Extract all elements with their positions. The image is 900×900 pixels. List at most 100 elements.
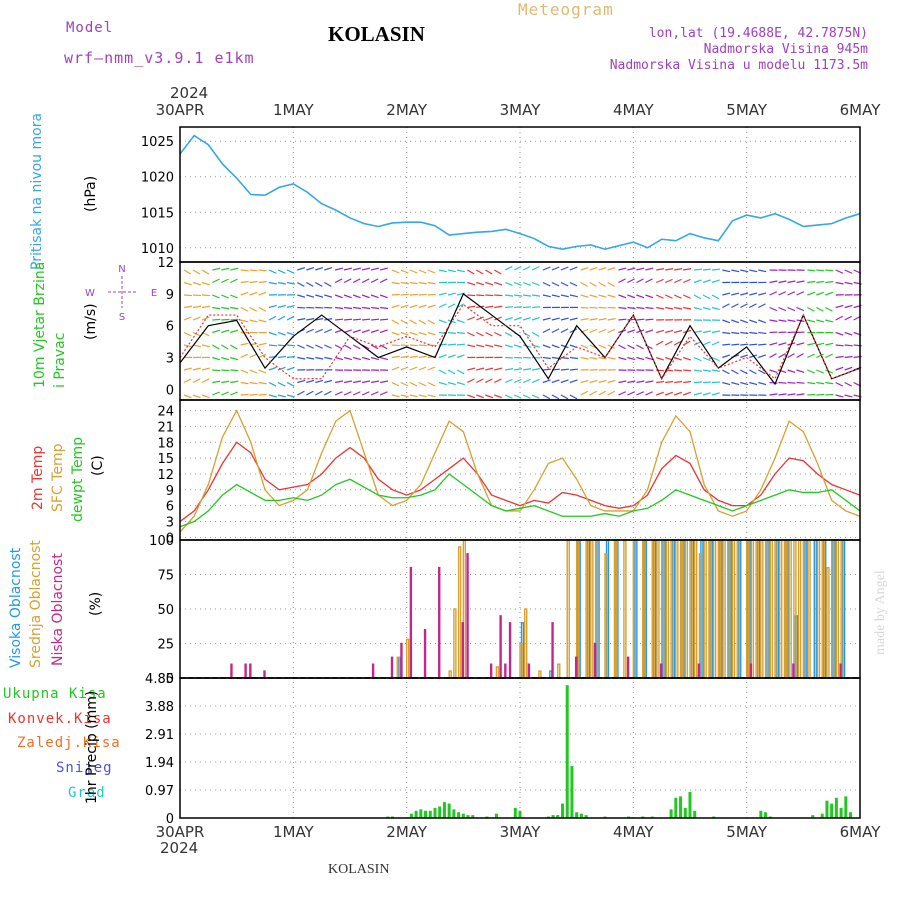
low-cloud-bar xyxy=(499,615,502,679)
wind-arrow xyxy=(844,304,853,309)
wind-arrow xyxy=(636,278,644,284)
wind-arrow xyxy=(230,278,238,284)
wind-arrow xyxy=(731,381,740,386)
wind-arrow xyxy=(844,394,853,398)
precip-bar xyxy=(419,809,423,818)
wind-arrow xyxy=(722,319,731,324)
wind-arrow xyxy=(807,342,816,346)
wind-arrow xyxy=(560,379,569,384)
wind-arrow xyxy=(532,294,541,297)
wind-arrow xyxy=(674,380,683,384)
mid-cloud-bar xyxy=(623,539,627,679)
wind-arrow xyxy=(722,354,731,359)
wind-arrow xyxy=(456,343,466,346)
precip-y-tick: 0.97 xyxy=(145,784,174,799)
precip-bar xyxy=(438,806,442,818)
wind-arrow xyxy=(192,378,201,384)
wind-arrow xyxy=(607,344,616,349)
wind-arrow xyxy=(315,294,324,298)
wind-arrow xyxy=(335,306,344,310)
wind-y-tick: 6 xyxy=(166,320,174,335)
wind-arrow xyxy=(796,381,805,384)
precip-bar xyxy=(669,809,673,818)
wind-arrow xyxy=(258,393,267,396)
wind-arrow xyxy=(418,269,427,274)
wind-arrow xyxy=(380,318,389,321)
x-tick-label-top: 3MAY xyxy=(500,101,542,119)
wind-arrow xyxy=(758,319,767,324)
wind-arrow xyxy=(409,319,418,325)
wind-arrow xyxy=(370,380,380,384)
wind-arrow xyxy=(627,391,635,396)
wind-arrow xyxy=(456,319,465,324)
wind-arrow xyxy=(749,269,758,273)
wind-arrow xyxy=(485,281,494,286)
wind-arrow xyxy=(400,304,409,309)
low-cloud-bar xyxy=(244,663,247,679)
wind-arrow xyxy=(542,294,551,298)
wind-arrow xyxy=(504,281,513,286)
wind-arrow xyxy=(787,306,796,312)
wind-arrow xyxy=(769,280,778,284)
wind-arrow xyxy=(618,267,627,271)
wind-arrow xyxy=(702,356,711,362)
wind-arrow xyxy=(409,344,418,347)
wind-arrow xyxy=(212,306,221,310)
wind-arrow xyxy=(665,391,673,396)
wind-arrow xyxy=(306,318,315,321)
wind-arrow xyxy=(286,331,295,336)
x-tick-label-top: 1MAY xyxy=(273,101,315,119)
x-tick-label-top: 4MAY xyxy=(613,101,655,119)
wind-arrow xyxy=(192,331,201,337)
wind-arrow xyxy=(844,344,853,347)
wind-arrow xyxy=(343,294,352,299)
wind-arrow xyxy=(816,280,825,284)
wind-arrow xyxy=(379,380,389,384)
wind-arrow xyxy=(352,344,361,350)
wind-arrow xyxy=(673,340,682,346)
wind-arrow xyxy=(560,317,569,321)
wind-arrow xyxy=(268,331,277,336)
wind-arrow xyxy=(731,292,740,296)
wind-arrow xyxy=(758,369,766,375)
wind-arrow xyxy=(655,278,664,284)
wind-arrow xyxy=(542,317,551,321)
wind-arrow xyxy=(569,266,578,271)
precip-bar xyxy=(513,807,517,818)
low-cloud-bar xyxy=(792,663,795,679)
wind-unit: (m/s) xyxy=(83,303,99,340)
precip-bar xyxy=(683,807,687,818)
mid-cloud-bar xyxy=(495,666,500,679)
precip-bar xyxy=(561,803,564,818)
wind-arrow xyxy=(835,355,844,359)
wind-arrow xyxy=(334,294,343,299)
temp-y-tick: 15 xyxy=(157,452,174,467)
wind-arrow xyxy=(485,344,494,348)
wind-arrow xyxy=(645,294,654,299)
temp-series-line xyxy=(179,473,861,528)
mid-cloud-bar xyxy=(665,539,670,679)
wind-arrow xyxy=(370,356,379,361)
wind-arrow xyxy=(702,279,711,284)
mid-cloud-bar xyxy=(807,539,811,679)
wind-arrow xyxy=(297,281,305,287)
meteogram-title: Meteogram xyxy=(518,0,614,19)
low-cloud-bar xyxy=(626,656,630,679)
wind-arrow xyxy=(522,316,531,321)
wind-arrow xyxy=(230,294,238,299)
wind-arrow xyxy=(551,266,560,271)
wind-arrow xyxy=(531,265,540,271)
wind-arrow xyxy=(569,394,578,400)
wind-arrow xyxy=(192,367,201,371)
wind-arrow xyxy=(825,269,834,272)
wind-arrow xyxy=(306,344,314,349)
cloud-y-tick: 50 xyxy=(157,603,174,618)
station-title: KOLASIN xyxy=(328,22,425,46)
wind-arrow xyxy=(494,316,502,321)
cloud-y-tick: 0 xyxy=(166,672,174,687)
wind-arrow xyxy=(758,381,767,386)
wind-arrow xyxy=(352,391,361,396)
wind-arrow xyxy=(816,393,825,396)
precip-bar xyxy=(461,813,465,818)
wind-arrow xyxy=(531,316,540,321)
